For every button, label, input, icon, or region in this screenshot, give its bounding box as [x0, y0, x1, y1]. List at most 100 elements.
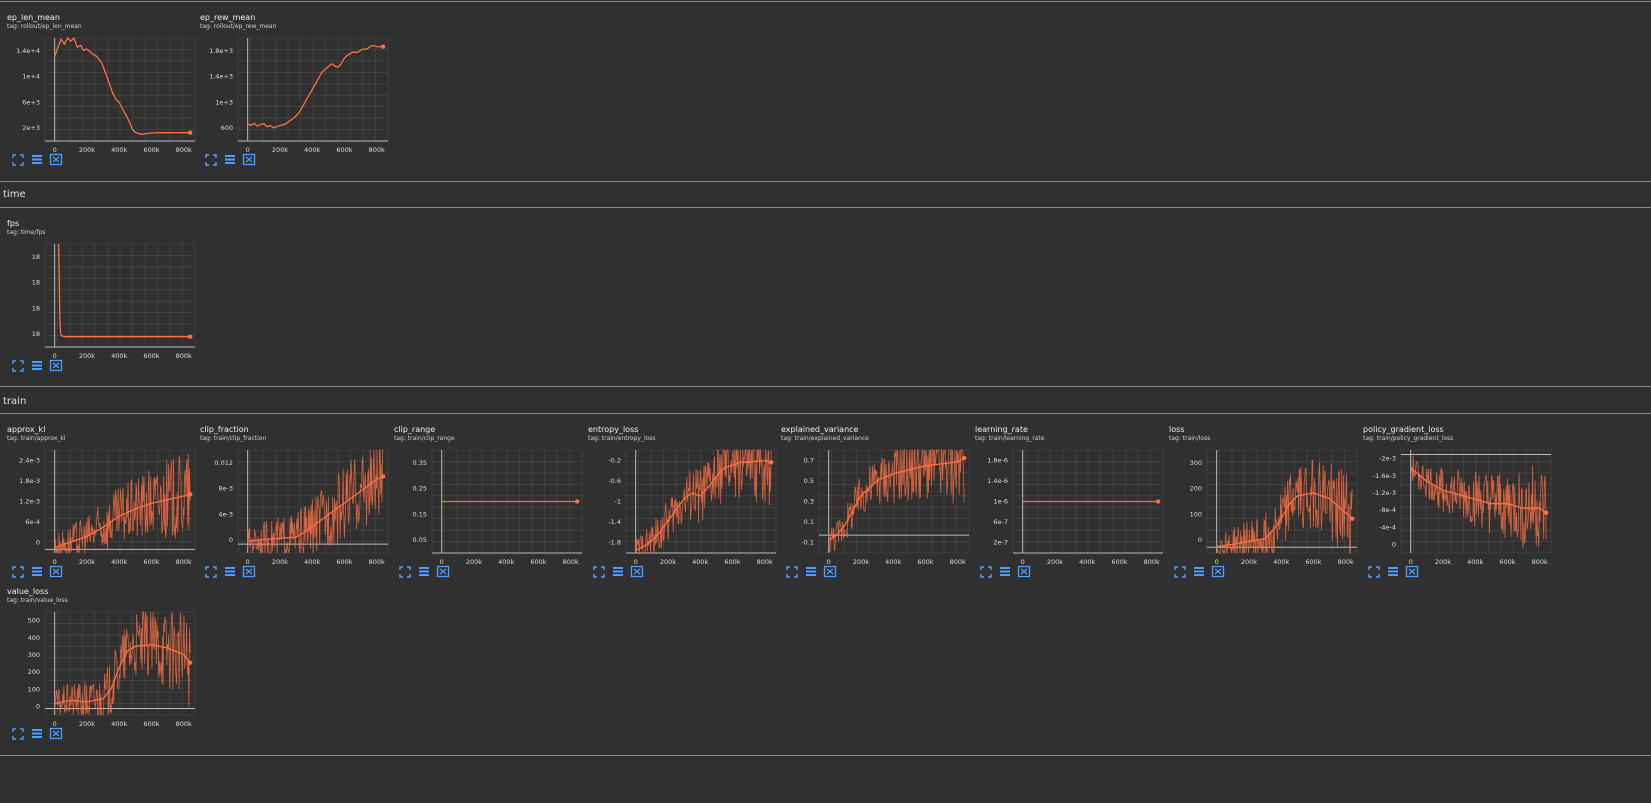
chart-title: ep_len_mean [7, 13, 60, 22]
expand-icon[interactable] [592, 565, 606, 578]
line-chart[interactable]: 0 200k 400k 600k 800k 0.05 0.15 0.25 0.35 [394, 425, 590, 566]
series-line [54, 36, 191, 135]
fit-domain-icon[interactable] [1017, 565, 1031, 578]
series-line [1216, 492, 1353, 548]
fit-domain-icon[interactable] [49, 359, 63, 372]
chart-toolbar [979, 565, 1031, 578]
section-divider [0, 413, 1651, 414]
y-tick-label: 0 [229, 536, 233, 544]
line-chart[interactable]: 0 200k 400k 600k 800k 2e+3 6e+3 1e+4 1.4e+4 [7, 13, 203, 154]
data-table-icon[interactable] [30, 359, 44, 371]
chart-title: value_loss [7, 587, 49, 596]
fit-domain-icon[interactable] [823, 565, 837, 578]
x-tick-label: 600k [336, 558, 352, 566]
data-table-icon[interactable] [611, 565, 625, 577]
x-tick-label: 200k [272, 146, 288, 154]
fit-domain-icon[interactable] [49, 727, 63, 740]
line-chart[interactable]: 0 200k 400k 600k 800k 0 -4e-4 -8e-4 -1.2e-3 -1.6e… [1363, 425, 1559, 566]
x-tick-label: 400k [111, 558, 127, 566]
fit-domain-icon[interactable] [242, 153, 256, 166]
chart-tag: tag: train/learning_rate [975, 435, 1045, 442]
expand-icon[interactable] [204, 153, 218, 166]
expand-icon[interactable] [398, 565, 412, 578]
y-tick-label: 100 [1190, 510, 1202, 518]
line-chart[interactable]: 0 200k 400k 600k 800k 18 18 18 18 [7, 219, 203, 360]
section-title-train: train [3, 396, 27, 407]
last-point-marker [187, 130, 193, 135]
y-tick-label: 6e-7 [993, 518, 1008, 526]
fit-domain-icon[interactable] [630, 565, 644, 578]
fit-domain-icon[interactable] [49, 565, 63, 578]
expand-icon[interactable] [11, 359, 25, 372]
chart-toolbar [785, 565, 837, 578]
x-tick-label: 0 [1215, 558, 1219, 566]
chart-title: ep_rew_mean [200, 13, 256, 22]
expand-icon[interactable] [11, 153, 25, 166]
expand-icon[interactable] [1367, 565, 1381, 578]
x-tick-label: 800k [176, 146, 192, 154]
x-tick-label: 0 [53, 352, 57, 360]
expand-icon[interactable] [11, 565, 25, 578]
expand-icon[interactable] [785, 565, 799, 578]
line-chart[interactable]: 0 200k 400k 600k 800k -0.1 0.1 0.3 0.5 0.7 [781, 425, 977, 566]
line-chart[interactable]: 0 200k 400k 600k 800k -1.8 -1.4 -1 -0.6 -0.2 [588, 425, 784, 566]
data-table-icon[interactable] [1192, 565, 1206, 577]
expand-icon[interactable] [1173, 565, 1187, 578]
last-point-marker [768, 460, 774, 465]
y-tick-label: 300 [1190, 459, 1202, 467]
data-table-icon[interactable] [417, 565, 431, 577]
series-line [1410, 467, 1547, 514]
data-table-icon[interactable] [223, 153, 237, 165]
y-tick-label: 0.15 [413, 510, 427, 518]
series-line [247, 44, 384, 129]
y-tick-label: 0.35 [413, 459, 427, 467]
y-tick-label: 300 [28, 651, 40, 659]
fit-domain-icon[interactable] [436, 565, 450, 578]
chart-card-value-loss: value_loss tag: train/value_loss 0 200k 400k… [7, 587, 203, 747]
chart-tag: tag: train/clip_range [394, 435, 455, 442]
data-table-icon[interactable] [998, 565, 1012, 577]
y-tick-label: 0.012 [214, 459, 233, 467]
y-tick-label: 18 [32, 253, 40, 261]
fit-domain-icon[interactable] [49, 153, 63, 166]
x-tick-label: 200k [1047, 558, 1063, 566]
data-table-icon[interactable] [223, 565, 237, 577]
chart-title: clip_fraction [200, 425, 249, 434]
chart-card-fps: fps tag: time/fps 0 200k 400k 600k 800k 18 18 18 1… [7, 219, 203, 379]
x-tick-label: 0 [246, 558, 250, 566]
line-chart[interactable]: 0 200k 400k 600k 800k 0 6e-4 1.2e-3 1.8e-3 2.4e-3 [7, 425, 203, 566]
chart-card-policy-gradient-loss: policy_gradient_loss tag: train/policy_gr… [1363, 425, 1559, 585]
fit-domain-icon[interactable] [1211, 565, 1225, 578]
line-chart[interactable]: 0 200k 400k 600k 800k 2e-7 6e-7 1e-6 1.4e-6 1.8e-… [975, 425, 1171, 566]
series-raw-line [1410, 455, 1547, 549]
x-tick-label: 200k [660, 558, 676, 566]
x-tick-label: 600k [143, 720, 159, 728]
line-chart[interactable]: 0 200k 400k 600k 800k 0 4e-3 8e-3 0.012 [200, 425, 396, 566]
y-tick-label: -0.2 [608, 456, 621, 464]
last-point-marker [380, 44, 386, 49]
data-table-icon[interactable] [804, 565, 818, 577]
chart-toolbar [11, 359, 63, 372]
data-table-icon[interactable] [30, 565, 44, 577]
fit-domain-icon[interactable] [242, 565, 256, 578]
line-chart[interactable]: 0 200k 400k 600k 800k 0 100 200 300 400 500 [7, 587, 203, 728]
x-tick-label: 800k [369, 558, 385, 566]
line-chart[interactable]: 0 200k 400k 600k 800k 600 1e+3 1.4e+3 1.8e+3 [200, 13, 396, 154]
x-tick-label: 600k [530, 558, 546, 566]
expand-icon[interactable] [979, 565, 993, 578]
x-tick-label: 400k [304, 146, 320, 154]
fit-domain-icon[interactable] [1405, 565, 1419, 578]
expand-icon[interactable] [204, 565, 218, 578]
x-tick-label: 200k [1435, 558, 1451, 566]
expand-icon[interactable] [11, 727, 25, 740]
line-chart[interactable]: 0 200k 400k 600k 800k 0 100 200 300 [1169, 425, 1365, 566]
chart-toolbar [398, 565, 450, 578]
y-tick-label: -0.1 [801, 539, 814, 547]
data-table-icon[interactable] [1386, 565, 1400, 577]
y-tick-label: 1.2e-3 [19, 498, 40, 506]
section-divider [0, 386, 1651, 387]
data-table-icon[interactable] [30, 153, 44, 165]
x-tick-label: 400k [885, 558, 901, 566]
y-tick-label: -1.8 [608, 539, 621, 547]
data-table-icon[interactable] [30, 727, 44, 739]
